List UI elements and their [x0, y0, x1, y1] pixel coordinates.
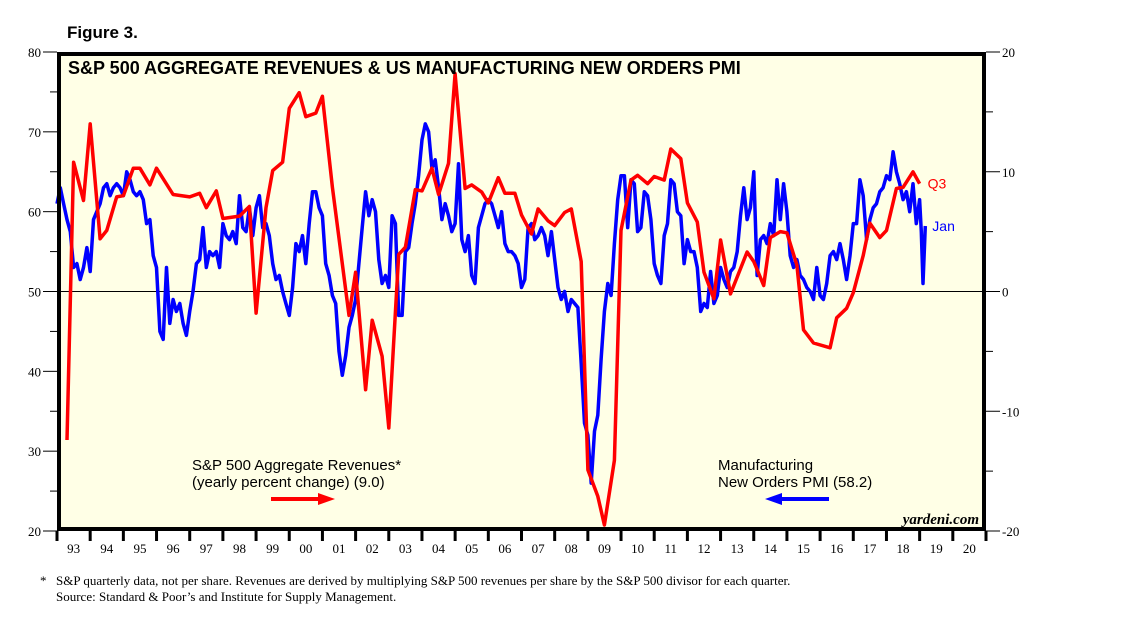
footnote-line1-row: * S&P quarterly data, not per share. Reve… — [40, 573, 790, 589]
x-tick-label: 19 — [930, 541, 943, 556]
revenues-end-label: Q3 — [928, 176, 947, 192]
footnote-text: S&P quarterly data, not per share. Reven… — [56, 573, 791, 588]
x-tick-label: 00 — [299, 541, 312, 556]
left-axis: 20 30 40 50 60 70 80 — [28, 45, 57, 539]
x-tick-label: 11 — [665, 541, 678, 556]
x-tick-label: 18 — [897, 541, 910, 556]
plot-frame — [57, 52, 986, 531]
x-tick-label: 04 — [432, 541, 446, 556]
revenues-line — [65, 71, 922, 527]
left-tick-label: 30 — [28, 444, 41, 459]
x-tick-label: 98 — [233, 541, 246, 556]
pmi-end-label: Jan — [932, 218, 955, 234]
right-tick-label: 10 — [1002, 165, 1015, 180]
legend-revenues: S&P 500 Aggregate Revenues* (yearly perc… — [192, 457, 401, 505]
x-tick-label: 99 — [266, 541, 279, 556]
x-tick-label: 09 — [598, 541, 611, 556]
footnote-marker: * — [40, 573, 47, 588]
x-tick-label: 08 — [565, 541, 578, 556]
x-axis: 93 94 95 96 97 98 99 00 01 02 03 04 05 06 07 08 09 10 11 12… — [55, 531, 988, 556]
left-tick-label: 20 — [28, 524, 41, 539]
x-tick-label: 10 — [631, 541, 644, 556]
x-tick-label: 16 — [830, 541, 844, 556]
x-tick-label: 01 — [333, 541, 346, 556]
series-layer — [55, 71, 928, 527]
legend-pmi: Manufacturing New Orders PMI (58.2) — [718, 457, 872, 505]
left-tick-label: 50 — [28, 285, 41, 300]
x-tick-label: 97 — [200, 541, 214, 556]
x-tick-label: 03 — [399, 541, 412, 556]
x-tick-label: 06 — [498, 541, 512, 556]
x-tick-label: 14 — [764, 541, 778, 556]
legend-revenues-line1: S&P 500 Aggregate Revenues* — [192, 457, 401, 474]
x-tick-label: 17 — [863, 541, 877, 556]
legend-revenues-line2: (yearly percent change) (9.0) — [192, 474, 385, 491]
x-tick-label: 93 — [67, 541, 80, 556]
x-tick-label: 96 — [167, 541, 181, 556]
x-tick-label: 02 — [366, 541, 379, 556]
left-tick-label: 70 — [28, 125, 41, 140]
x-tick-label: 07 — [532, 541, 546, 556]
x-tick-label: 94 — [100, 541, 114, 556]
legend-pmi-line1: Manufacturing — [718, 457, 813, 474]
legend-pmi-line2: New Orders PMI (58.2) — [718, 474, 872, 491]
footnote-source: Source: Standard & Poor’s and Institute … — [56, 589, 397, 604]
right-tick-label: -20 — [1002, 524, 1019, 539]
left-tick-label: 60 — [28, 205, 41, 220]
right-axis: -20 -10 0 10 20 — [986, 45, 1019, 539]
pmi-line — [55, 122, 928, 485]
right-tick-label: -10 — [1002, 404, 1019, 419]
arrow-left-icon — [765, 493, 829, 505]
x-tick-label: 20 — [963, 541, 976, 556]
right-tick-label: 20 — [1002, 45, 1015, 60]
chart-title: S&P 500 AGGREGATE REVENUES & US MANUFACT… — [68, 58, 741, 78]
x-tick-label: 13 — [731, 541, 744, 556]
x-tick-label: 05 — [465, 541, 478, 556]
x-tick-label: 95 — [133, 541, 146, 556]
watermark: yardeni.com — [901, 512, 979, 528]
figure-label: Figure 3. — [67, 23, 138, 42]
left-tick-label: 40 — [28, 364, 41, 379]
right-tick-label: 0 — [1002, 285, 1009, 300]
x-tick-label: 15 — [797, 541, 810, 556]
left-tick-label: 80 — [28, 45, 41, 60]
arrow-right-icon — [271, 493, 335, 505]
x-tick-label: 12 — [697, 541, 710, 556]
